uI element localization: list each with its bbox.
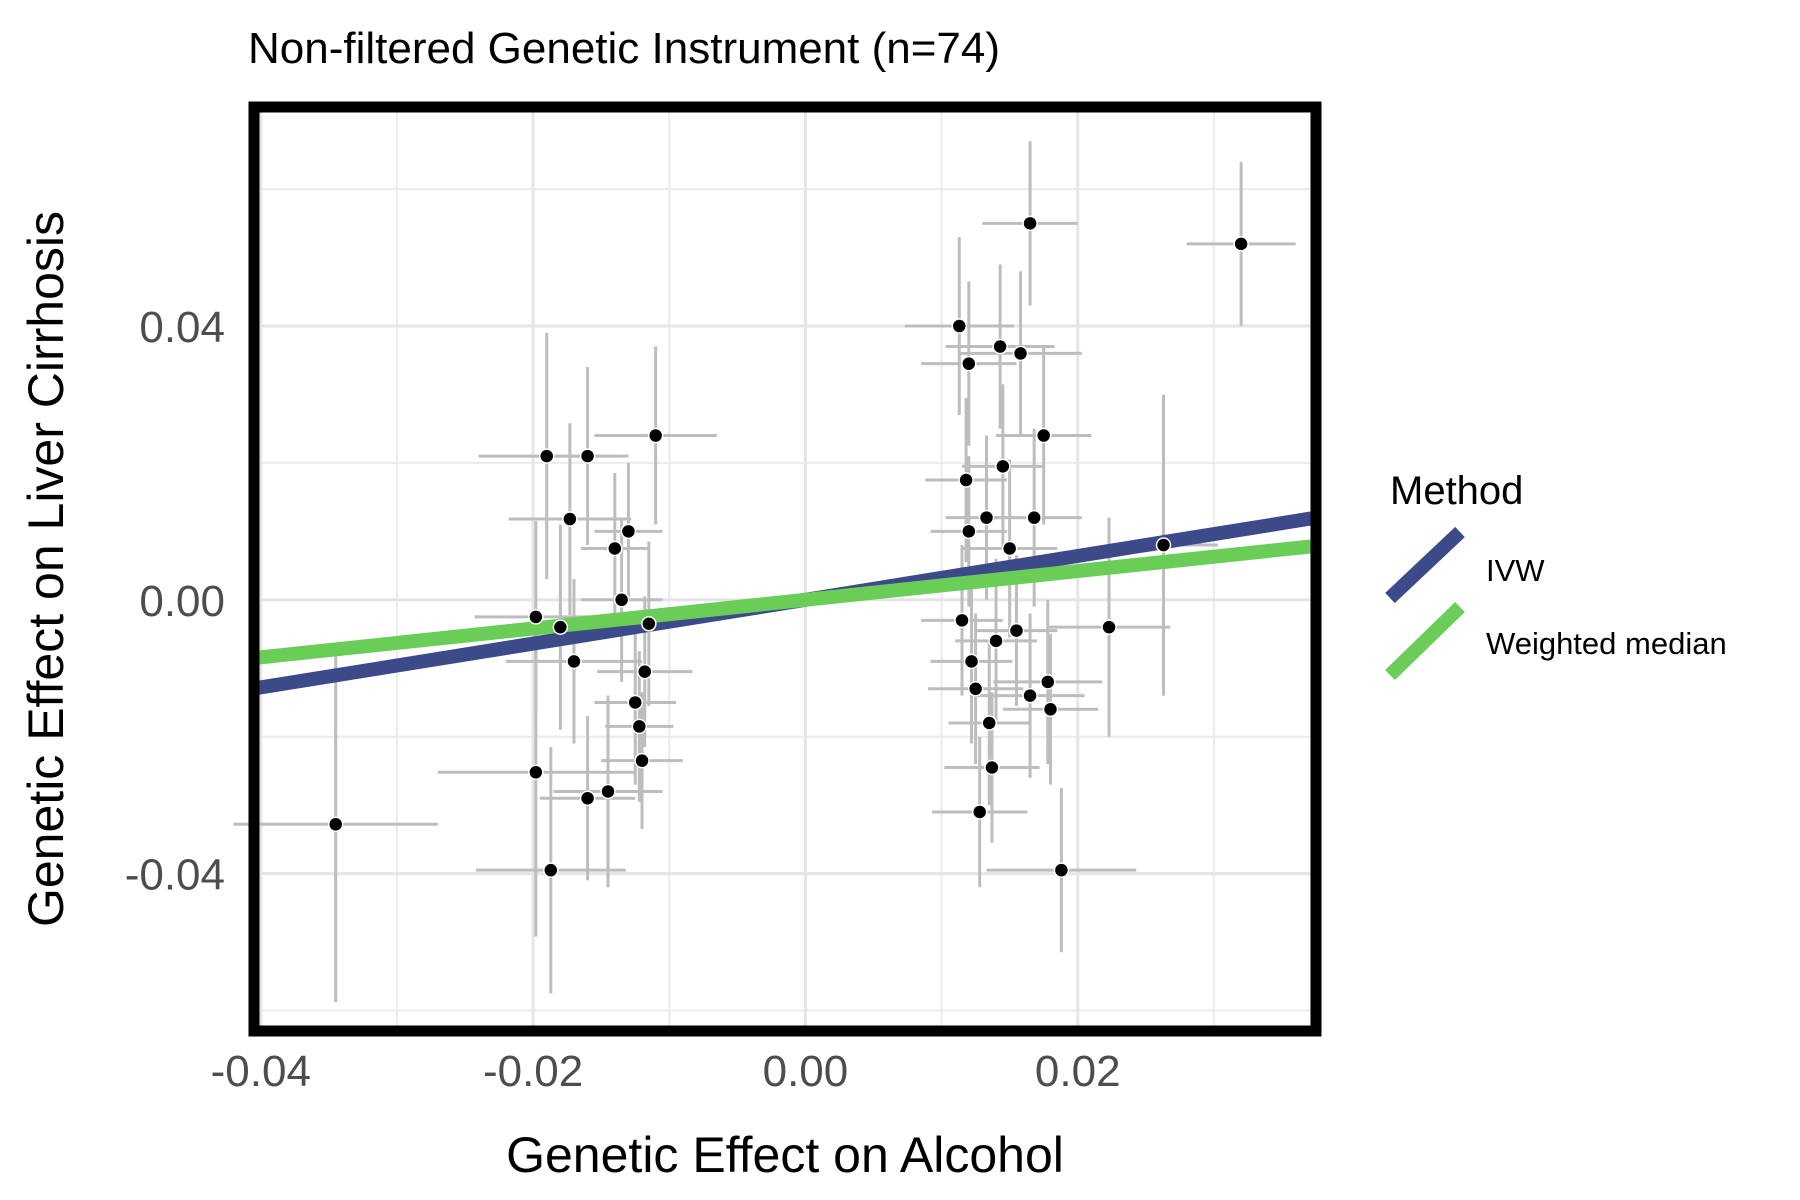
plot-border	[248, 101, 1322, 1037]
tick-labels: -0.04 -0.02 0.00 0.02 -0.04 0.00 0.04	[125, 303, 1121, 1096]
snp-point	[1053, 862, 1070, 878]
snp-point	[1035, 427, 1052, 444]
x-tick-label: 0.00	[763, 1047, 849, 1096]
y-tick-label: 0.00	[139, 577, 225, 626]
snp-point	[951, 318, 968, 334]
chart-title: Non-filtered Genetic Instrument (n=74)	[248, 24, 1000, 73]
snp-point	[607, 540, 623, 557]
weighted-median-line	[254, 538, 1316, 665]
x-tick-label: -0.04	[211, 1047, 311, 1096]
snp-point	[963, 653, 980, 670]
snp-point	[634, 752, 650, 769]
snp-point	[1008, 622, 1025, 639]
snp-point	[1012, 345, 1029, 362]
y-axis-title: Genetic Effect on Liver Cirrhosis	[18, 211, 74, 927]
x-tick-label: 0.02	[1035, 1047, 1121, 1096]
snp-point	[1040, 674, 1056, 690]
snp-point	[613, 592, 630, 608]
snp-point	[631, 718, 648, 735]
snp-point	[1101, 619, 1117, 635]
snp-point	[647, 427, 664, 444]
snp-point	[1026, 509, 1042, 526]
snp-point	[552, 619, 569, 635]
x-axis-title: Genetic Effect on Alcohol	[506, 1127, 1064, 1183]
snp-point	[528, 609, 544, 625]
snp-point	[562, 511, 578, 527]
snp-point	[1001, 540, 1018, 557]
x-tick-label: -0.02	[483, 1047, 583, 1096]
snp-point	[961, 523, 977, 540]
y-tick-label: 0.04	[139, 303, 225, 352]
snp-point	[1022, 215, 1038, 232]
legend-label-ivw: IVW	[1486, 553, 1545, 588]
snp-point	[538, 448, 555, 464]
snp-point	[984, 759, 1000, 776]
fit-lines	[254, 510, 1316, 696]
data-points	[327, 215, 1249, 878]
legend-title: Method	[1390, 469, 1523, 513]
snp-point	[627, 694, 643, 711]
snp-point	[995, 458, 1011, 475]
snp-point	[566, 653, 582, 670]
snp-point	[620, 523, 637, 540]
snp-point	[971, 804, 988, 820]
snp-point	[1233, 236, 1249, 252]
snp-point	[641, 616, 657, 632]
snp-point	[978, 509, 995, 526]
snp-point	[954, 612, 970, 629]
snp-point	[600, 783, 616, 800]
snp-point	[637, 663, 653, 680]
snp-point	[1155, 537, 1172, 553]
snp-point	[327, 816, 344, 833]
snp-point	[579, 790, 596, 807]
snp-point	[543, 862, 559, 878]
snp-point	[1022, 687, 1038, 704]
snp-point	[961, 355, 977, 372]
snp-point	[988, 633, 1004, 649]
snp-point	[981, 715, 997, 731]
snp-point	[958, 472, 974, 488]
legend-key-weighted-median	[1385, 601, 1465, 681]
snp-point	[579, 448, 596, 464]
snp-point	[1042, 701, 1059, 718]
legend: Method IVW Weighted median	[1385, 469, 1727, 681]
legend-label-weighted-median: Weighted median	[1486, 626, 1727, 661]
legend-key-ivw	[1385, 526, 1465, 604]
snp-point	[528, 764, 544, 781]
y-tick-label: -0.04	[125, 851, 225, 900]
snp-point	[992, 338, 1008, 355]
snp-point	[967, 681, 984, 697]
